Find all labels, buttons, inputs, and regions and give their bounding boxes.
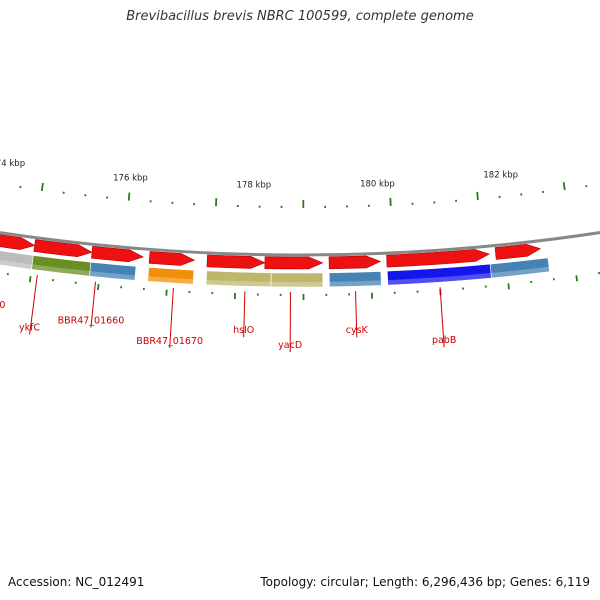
cds-arrow xyxy=(264,256,324,270)
inner-tick xyxy=(40,182,44,192)
gene-label: BBR47_01660 xyxy=(58,316,125,327)
feature-block xyxy=(270,272,324,288)
outer-gc-ticks xyxy=(6,272,600,300)
cds-track xyxy=(0,234,542,270)
gene-label: yacD xyxy=(278,340,302,351)
cds-arrow xyxy=(386,249,491,268)
label-leader xyxy=(169,288,174,349)
gene-labels: dppBdppCdppDdppEBBR47_01640ykfCBBR47_016… xyxy=(0,275,456,352)
map-title: Brevibacillus brevis NBRC 100599, comple… xyxy=(126,9,474,24)
scale-label: 178 kbp xyxy=(237,180,272,190)
cds-arrow xyxy=(328,255,382,270)
gene-label: ykfC xyxy=(19,323,40,334)
cds-arrow xyxy=(33,239,93,258)
outer-tick xyxy=(507,283,510,290)
inner-gc-ticks xyxy=(19,182,588,208)
cds-arrow xyxy=(494,243,542,260)
feature-highlight xyxy=(491,266,550,279)
scale-label: 180 kbp xyxy=(360,179,395,189)
label-leader xyxy=(243,291,246,338)
feature-highlight xyxy=(270,281,323,287)
inner-tick xyxy=(562,182,566,191)
genome-backbone xyxy=(0,230,600,257)
gene-label: pabB xyxy=(432,335,456,346)
outer-tick xyxy=(28,276,32,283)
label-leader xyxy=(439,287,445,348)
label-leader xyxy=(90,281,96,328)
feature-block xyxy=(328,271,382,288)
feature-highlight xyxy=(329,280,382,287)
feature-block xyxy=(147,267,195,285)
accession-text: Accession: NC_012491 xyxy=(8,575,145,589)
gene-label: BBR47_01640 xyxy=(0,300,5,311)
feature-highlight xyxy=(206,279,272,287)
cds-arrow xyxy=(0,234,36,250)
inner-tick xyxy=(127,192,131,201)
feature-block xyxy=(89,261,137,281)
feature-highlight xyxy=(31,264,91,277)
gene-label: BBR47_01670 xyxy=(136,336,203,347)
topology-summary: Topology: circular; Length: 6,296,436 bp… xyxy=(260,575,590,589)
feature-highlight xyxy=(387,273,492,286)
cds-arrow xyxy=(206,254,266,269)
label-leader xyxy=(355,291,358,338)
scale-label: 176 kbp xyxy=(113,174,148,184)
feature-track xyxy=(0,250,550,288)
scale-label: 174 kbp xyxy=(0,159,25,169)
label-leader xyxy=(29,275,38,335)
gene-label: hslO xyxy=(233,325,254,336)
scale-label: 182 kbp xyxy=(483,171,518,181)
cds-arrow xyxy=(148,251,196,266)
gene-label: cysK xyxy=(346,325,369,336)
outer-tick xyxy=(575,275,579,282)
feature-highlight xyxy=(147,276,194,285)
outer-tick xyxy=(97,284,100,291)
inner-tick xyxy=(476,191,479,201)
feature-block xyxy=(489,257,550,279)
cds-arrow xyxy=(91,245,144,263)
feature-highlight xyxy=(0,259,33,270)
feature-highlight xyxy=(89,271,136,281)
